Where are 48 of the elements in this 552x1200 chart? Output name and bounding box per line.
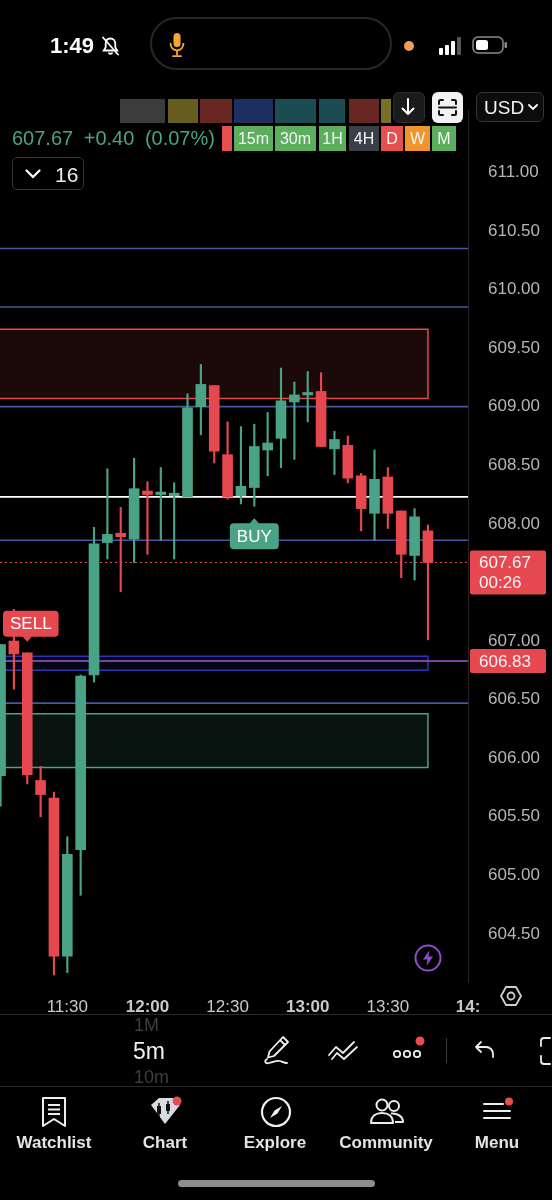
text: 00:26 xyxy=(479,573,522,593)
y-tick-label: 605.00 xyxy=(488,865,540,885)
timeframe-button: 15m xyxy=(234,126,273,151)
y-tick-label: 611.00 xyxy=(488,161,539,181)
text: Community xyxy=(339,1133,433,1152)
y-tick-label: 608.00 xyxy=(488,513,540,533)
text: Menu xyxy=(474,1133,520,1152)
y-tick-label: 607.00 xyxy=(488,630,540,650)
text: Explore xyxy=(243,1133,307,1152)
annotation: D xyxy=(386,129,398,147)
x-tick-label: 13:30 xyxy=(366,996,410,1016)
x-tick-label: 13:00 xyxy=(285,996,330,1016)
y-tick-label: 604.50 xyxy=(488,923,540,943)
y-tick-label: 610.50 xyxy=(488,220,540,240)
timeframe-button: 4H xyxy=(349,126,379,151)
annotation: 16 xyxy=(55,163,79,186)
timeframe-button: 1H xyxy=(319,126,346,151)
x-tick-label: 11:30 xyxy=(46,996,88,1016)
text: Chart xyxy=(142,1133,188,1152)
y-tick-label: 609.50 xyxy=(488,337,540,357)
x-tick-label: 14: xyxy=(455,996,481,1016)
timeframe-button: M xyxy=(432,126,456,151)
text: 607.67 +0.40 (0.07%) xyxy=(12,127,215,149)
x-tick-label: 12:30 xyxy=(206,996,249,1016)
timeframe-button: D xyxy=(381,126,403,151)
text: 10m xyxy=(134,1067,170,1087)
y-tick-label: 606.50 xyxy=(488,689,540,709)
text: Watchlist xyxy=(16,1133,92,1152)
y-tick-label: 610.00 xyxy=(488,279,540,299)
x-tick-label: 12:00 xyxy=(125,996,170,1016)
annotation: M xyxy=(437,129,451,147)
text: 1M xyxy=(134,1015,160,1035)
y-tick-label: 608.50 xyxy=(488,454,540,474)
y-tick-label: 606.00 xyxy=(488,747,540,767)
ref-line-label: 606.83 xyxy=(479,651,531,671)
text: USD xyxy=(484,97,525,118)
candlestick xyxy=(142,481,153,555)
y-tick-label: 605.50 xyxy=(488,806,540,826)
y-tick-label: 609.00 xyxy=(488,396,540,416)
text: 5m xyxy=(133,1038,165,1064)
timeframe-button: W xyxy=(405,126,430,151)
ref-line-label: 607.67 xyxy=(479,553,531,573)
candlestick xyxy=(155,467,167,541)
timeframe-button: 30m xyxy=(275,126,316,151)
text: 1:49 xyxy=(50,33,95,58)
candlestick xyxy=(329,430,340,475)
annotation: SELL xyxy=(10,614,52,634)
annotation: BUY xyxy=(236,526,272,546)
